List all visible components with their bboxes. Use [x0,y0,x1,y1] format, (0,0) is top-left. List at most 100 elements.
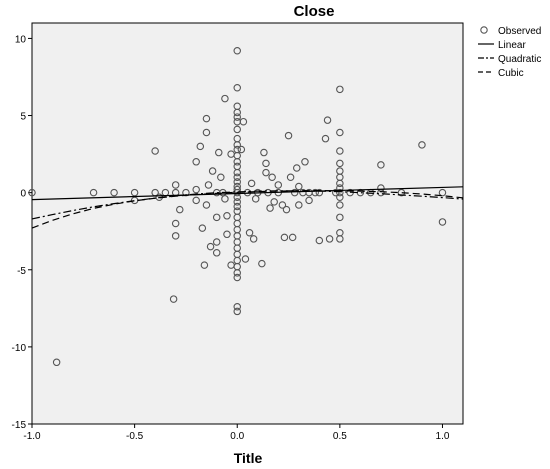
observed-point [336,201,344,209]
observed-point [233,202,241,211]
observed-point [325,235,334,243]
observed-point [233,141,241,149]
observed-point [321,134,330,143]
y-tick-label: -5 [17,266,26,277]
observed-point [233,303,241,311]
observed-point [438,218,447,226]
observed-point [198,224,207,232]
observed-point [332,188,340,197]
observed-point [217,173,225,181]
observed-point [176,205,184,214]
observed-point [206,242,215,251]
observed-point [192,158,200,166]
observed-point [336,193,344,202]
observed-point [315,236,324,245]
observed-point [151,147,159,155]
observed-point [311,188,319,197]
observed-point [233,273,241,282]
observed-point [130,188,139,197]
observed-point [241,255,250,263]
fit-lines [31,186,464,229]
observed-point [171,181,180,189]
observed-point [233,269,241,277]
observed-point [223,212,231,220]
observed-point [245,229,254,237]
axis-ticks: -1.0 -0.5 0.0 0.5 1.0 10 5 0 -5 -10 -15 [12,34,450,442]
observed-point [249,235,258,243]
y-tick-label: -10 [12,343,27,354]
observed-point [295,182,303,191]
observed-point [295,201,303,209]
observed-point [233,173,241,181]
linear-fit-line [31,186,464,201]
observed-point [290,188,299,197]
observed-point [233,168,241,177]
observed-point [336,188,344,197]
legend-label-observed: Observed [498,26,541,37]
observed-point [212,213,221,222]
observed-point [192,196,200,205]
observed-point [336,85,344,94]
observed-point [268,173,276,181]
legend-label-linear: Linear [498,40,526,51]
observed-point [202,128,211,137]
x-tick-label: -0.5 [126,431,144,442]
x-tick-label: 0.5 [333,431,347,442]
observed-point [377,161,385,169]
observed-point [202,114,211,123]
y-tick-label: 0 [20,189,26,200]
observed-point [336,128,344,137]
observed-point [221,94,229,103]
legend-marker-observed [480,26,488,34]
observed-point [169,295,178,303]
observed-point [215,148,223,157]
observed-point [233,178,241,186]
observed-point [286,173,295,181]
observed-point [262,159,270,168]
observed-point [204,181,213,189]
observed-point [233,307,241,316]
observed-point [323,116,332,124]
observed-point [233,125,241,134]
observed-point [336,147,344,155]
x-tick-label: -1.0 [23,431,41,442]
observed-point [233,113,241,121]
observed-point [438,188,447,197]
observed-point [288,233,297,242]
observed-point [336,235,344,243]
observed-point [266,204,274,212]
observed-point [280,233,289,242]
observed-point [293,164,301,172]
observed-point [110,188,118,197]
observed-point [336,213,344,222]
observed-point [233,198,241,206]
observed-point [233,84,241,92]
observed-point [270,198,278,206]
observed-point [212,249,221,257]
y-tick-label: 5 [20,112,26,123]
observed-point [315,188,324,197]
observed-point [336,159,344,168]
observed-point [196,142,205,151]
observed-point [247,179,256,188]
observed-point [202,201,211,209]
y-tick-label: 10 [15,34,27,45]
x-axis-label: Title [234,450,263,466]
observed-point [28,188,36,197]
observed-point [274,181,283,189]
legend: Observed Linear Quadratic Cubic [478,26,541,79]
observed-point [221,195,229,203]
observed-point [212,238,221,246]
observed-point [301,158,309,166]
chart-title: Close [294,3,335,20]
observed-point [262,168,270,177]
observed-point [336,179,344,188]
plot-area [31,22,464,425]
observed-point [233,158,241,166]
observed-point [239,117,248,126]
observed-point [258,259,266,268]
observed-point [171,219,180,228]
observed-point [233,108,241,117]
y-tick-label: -15 [12,420,27,431]
